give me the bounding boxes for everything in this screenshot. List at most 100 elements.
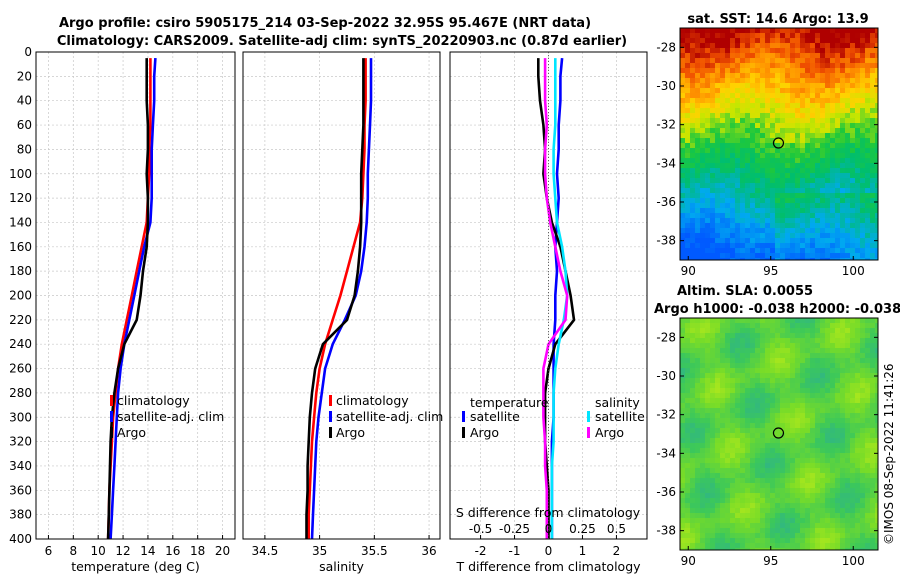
sla_map-cell xyxy=(845,468,850,473)
sst_map-cell xyxy=(840,33,845,38)
sla_map-cell xyxy=(740,458,745,463)
sst_map-cell xyxy=(870,38,875,43)
sla_map-cell xyxy=(840,388,845,393)
sst_map-cell xyxy=(710,223,715,228)
sla_map-cell xyxy=(870,378,875,383)
sst_map-cell xyxy=(730,53,735,58)
sst_map-cell xyxy=(870,123,875,128)
sst_map-cell xyxy=(775,203,780,208)
sst_map-cell xyxy=(730,213,735,218)
sla_map-cell xyxy=(740,408,745,413)
sst_map-cell xyxy=(805,38,810,43)
sst_map-cell xyxy=(820,58,825,63)
sst_map-cell xyxy=(870,208,875,213)
sla_map-cell xyxy=(705,513,710,518)
sla_map-cell xyxy=(720,363,725,368)
sla_map-cell xyxy=(760,408,765,413)
sla_map-cell xyxy=(725,428,730,433)
sla_map-cell xyxy=(695,528,700,533)
sla_map-cell xyxy=(710,393,715,398)
sla_map-cell xyxy=(780,443,785,448)
sst_map-cell xyxy=(720,253,725,258)
sla_map-cell xyxy=(735,488,740,493)
sla_map-cell xyxy=(855,338,860,343)
sla_map-cell xyxy=(830,498,835,503)
sla_map-cell xyxy=(835,458,840,463)
sla_map-cell xyxy=(775,388,780,393)
sst_map-cell xyxy=(850,93,855,98)
sst_map-cell xyxy=(680,73,685,78)
sst_map-cell xyxy=(750,173,755,178)
sla_map-cell xyxy=(785,528,790,533)
sst_map-cell xyxy=(825,153,830,158)
sla_map-cell xyxy=(825,448,830,453)
sst_map-cell xyxy=(775,143,780,148)
sla_map-cell xyxy=(745,358,750,363)
sst_map-cell xyxy=(800,128,805,133)
difference-s-tick-label: 0.25 xyxy=(569,522,596,536)
sst_map-cell xyxy=(825,198,830,203)
sst_map-cell xyxy=(785,153,790,158)
sst_map-cell xyxy=(765,58,770,63)
sst_map-cell xyxy=(830,153,835,158)
sst_map-cell xyxy=(795,203,800,208)
sst_map-cell xyxy=(810,113,815,118)
sst_map-cell xyxy=(815,158,820,163)
sst_map-cell xyxy=(770,48,775,53)
sla_map-cell xyxy=(750,393,755,398)
sst_map-cell xyxy=(735,38,740,43)
sst_map-cell xyxy=(835,218,840,223)
sla_map-cell xyxy=(870,373,875,378)
sla_map-cell xyxy=(830,453,835,458)
sst_map-cell xyxy=(760,113,765,118)
sst_map-cell xyxy=(860,248,865,253)
sst_map-cell xyxy=(780,193,785,198)
sst_map-cell xyxy=(825,203,830,208)
sst_map-cell xyxy=(725,173,730,178)
sst_map-cell xyxy=(855,168,860,173)
sst_map-cell xyxy=(825,83,830,88)
sla_map-cell xyxy=(700,388,705,393)
sst_map-cell xyxy=(740,258,745,260)
sla_map-cell xyxy=(680,338,685,343)
sla_map-cell xyxy=(715,383,720,388)
sst_map-cell xyxy=(830,108,835,113)
sst_map-cell xyxy=(680,258,685,260)
sst_map-cell xyxy=(695,58,700,63)
sst_map-cell xyxy=(680,223,685,228)
sst_map-cell xyxy=(830,43,835,48)
sla_map-cell xyxy=(860,443,865,448)
sla_map-cell xyxy=(780,323,785,328)
sla_map-cell xyxy=(725,463,730,468)
sla_map-cell xyxy=(765,533,770,538)
sst_map-cell xyxy=(745,183,750,188)
sla_map-cell xyxy=(845,473,850,478)
sst_map-cell xyxy=(870,158,875,163)
sla_map-cell xyxy=(700,438,705,443)
sst_map-cell xyxy=(765,173,770,178)
sst_map-cell xyxy=(705,168,710,173)
sla_map-cell xyxy=(850,423,855,428)
sla_map-cell xyxy=(855,388,860,393)
sst_map-cell xyxy=(845,253,850,258)
sla_map-cell xyxy=(790,453,795,458)
sst_map-cell xyxy=(725,223,730,228)
sla_map-cell xyxy=(800,513,805,518)
sst_map-cell xyxy=(730,243,735,248)
sla_map-cell xyxy=(770,528,775,533)
sst_map-cell xyxy=(725,158,730,163)
sst_map-cell xyxy=(690,233,695,238)
sla_map-cell xyxy=(695,448,700,453)
sla_map-cell xyxy=(755,533,760,538)
sla_map-cell xyxy=(710,318,715,323)
sst_map-cell xyxy=(795,133,800,138)
sla_map-cell xyxy=(875,518,878,523)
sst_map-cell xyxy=(860,253,865,258)
sst_map-cell xyxy=(710,183,715,188)
sst_map-cell xyxy=(775,213,780,218)
sst_map-cell xyxy=(695,148,700,153)
sla_map-cell xyxy=(860,323,865,328)
sla_map-cell xyxy=(845,543,850,548)
sla_map-cell xyxy=(815,418,820,423)
sla_map-cell xyxy=(765,343,770,348)
